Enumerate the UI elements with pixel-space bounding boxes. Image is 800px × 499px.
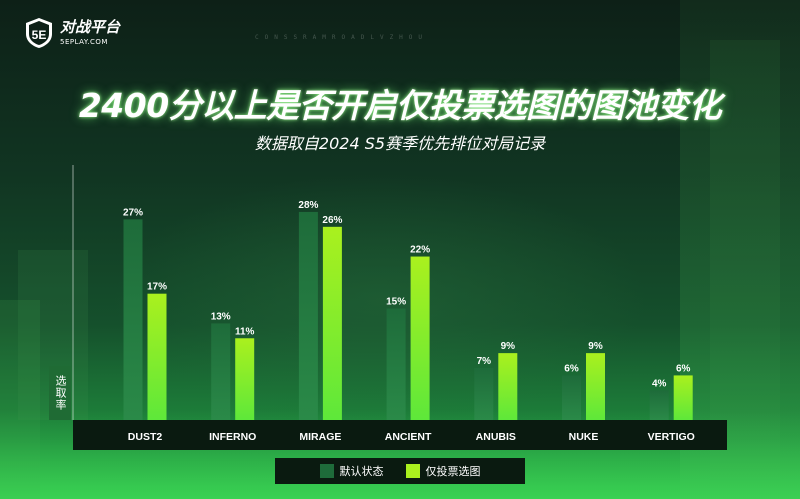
data-label-anubis-series-1: 7% [477,356,492,367]
data-label-anubis-series-2: 9% [501,341,516,352]
y-axis-label: 选取率 [54,375,67,411]
bar-mirage-series-2 [322,226,342,420]
legend-swatch-series-2 [405,464,420,478]
bar-ancient-series-2 [410,256,430,420]
bar-vertigo-series-1 [649,390,669,420]
bar-dust2-series-1 [123,219,143,420]
data-label-inferno-series-2: 11% [235,326,255,337]
data-label-dust2-series-2: 17% [147,282,167,293]
bar-nuke-series-2 [586,353,605,420]
bar-dust2-series-2 [147,293,167,420]
chart-title: 2400分以上是否开启仅投票选图的图池变化 [78,86,722,125]
legend-item-series-1: 默认状态 [319,463,384,479]
brand-logo: 5E 对战平台 5EPLAY.COM [22,16,120,50]
data-label-ancient-series-2: 22% [410,245,430,256]
data-label-mirage-series-2: 26% [322,215,342,226]
data-label-vertigo-series-2: 6% [676,363,691,374]
data-label-mirage-series-1: 28% [298,200,318,211]
logo-badge-text: 5E [32,28,47,42]
y-axis-label-box: 选取率 [49,366,71,420]
x-tick-label-vertigo: VERTIGO [648,431,695,443]
legend-item-series-2: 仅投票选图 [405,463,481,479]
logo-url: 5EPLAY.COM [60,38,108,46]
legend-label-series-2: 仅投票选图 [425,465,481,478]
x-tick-label-inferno: INFERNO [209,431,256,443]
logo-name: 对战平台 [60,18,121,36]
x-axis-band [73,420,727,450]
bar-inferno-series-1 [211,323,231,420]
bar-mirage-series-1 [298,211,318,420]
data-label-vertigo-series-1: 4% [652,378,667,389]
x-tick-label-anubis: ANUBIS [476,431,516,443]
5e-shield-icon: 5E [26,18,52,48]
data-label-inferno-series-1: 13% [211,311,231,322]
bar-vertigo-series-2 [673,375,693,420]
watermark-text: CONSSRAMROADLVZHOU [255,34,429,41]
legend-label-series-1: 默认状态 [339,465,384,478]
bar-anubis-series-2 [498,353,518,420]
data-label-nuke-series-1: 6% [564,363,579,374]
data-label-nuke-series-2: 9% [588,341,603,352]
x-tick-label-nuke: NUKE [569,431,599,443]
data-label-dust2-series-1: 27% [123,207,143,218]
x-tick-label-dust2: DUST2 [128,431,163,443]
legend-swatch-series-1 [319,464,334,478]
data-label-ancient-series-1: 15% [386,297,406,308]
bar-anubis-series-1 [474,367,494,420]
x-tick-label-ancient: ANCIENT [385,431,432,443]
bar-ancient-series-1 [386,308,406,420]
legend: 默认状态 仅投票选图 [275,458,525,484]
x-tick-label-mirage: MIRAGE [299,431,341,443]
chart-subtitle: 数据取自2024 S5赛季优先排位对局记录 [254,134,546,153]
logo-words: 对战平台 5EPLAY.COM [60,18,121,47]
bar-nuke-series-1 [562,375,581,420]
bar-inferno-series-2 [235,338,255,420]
